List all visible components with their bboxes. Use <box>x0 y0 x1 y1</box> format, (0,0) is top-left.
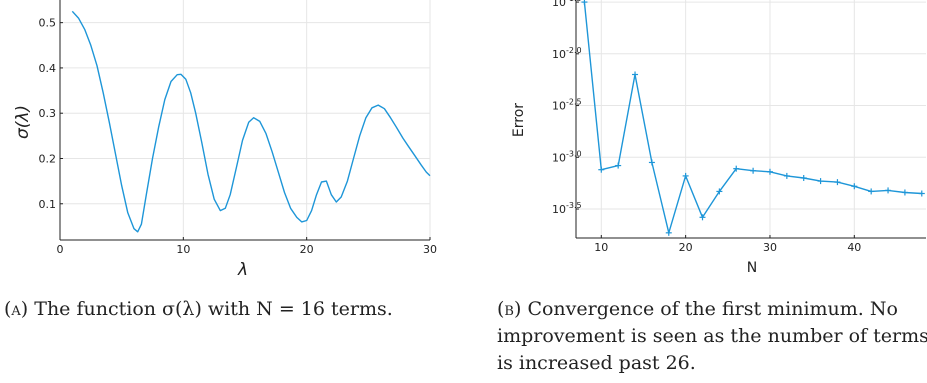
x-tick-label: 0 <box>57 243 64 256</box>
caption-b-text: Convergence of the first minimum. No imp… <box>497 298 927 374</box>
x-tick-label: 20 <box>300 243 314 256</box>
data-point-marker <box>834 179 841 186</box>
data-point-marker <box>615 162 622 169</box>
data-point-marker <box>733 165 740 172</box>
data-point-marker <box>918 190 925 197</box>
data-point-marker <box>632 71 639 78</box>
axes <box>575 0 926 239</box>
data-point-marker <box>783 172 790 179</box>
y-tick-label: 10-2.0 <box>552 46 582 61</box>
x-axis-label: N <box>747 260 757 276</box>
axes <box>59 0 430 241</box>
data-point-marker <box>682 172 689 179</box>
y-tick-label: 10-3.0 <box>552 149 582 164</box>
data-point-marker <box>868 188 875 195</box>
y-axis-label: σ(λ) <box>13 105 33 139</box>
chart-a: 0 10 20 30 0.1 0.2 0.3 0.4 0.5 λ σ(λ) <box>0 0 440 383</box>
y-tick-label: 0.1 <box>39 198 57 211</box>
chart-a-svg: 0 10 20 30 0.1 0.2 0.3 0.4 0.5 λ σ(λ) <box>13 0 438 280</box>
caption-b: (b) Convergence of the first minimum. No… <box>497 296 927 377</box>
y-tick-label: 0.3 <box>39 107 57 120</box>
chart-b-svg: 10 20 30 40 10-1.5 10-2.0 10-2.5 10-3.0 10-3.5 N… <box>511 0 926 276</box>
data-point-marker <box>699 214 706 221</box>
data-point-marker <box>581 0 588 6</box>
y-tick-label: 0.4 <box>39 62 57 75</box>
y-tick-label: 0.2 <box>39 152 57 165</box>
series-line <box>71 10 431 233</box>
caption-a-label: (a) <box>4 298 29 320</box>
data-point-marker <box>851 183 858 190</box>
x-tick-label: 30 <box>763 241 777 254</box>
caption-a-text: The function σ(λ) with N = 16 terms. <box>34 298 393 320</box>
y-tick-label: 0.5 <box>39 17 57 30</box>
x-tick-label: 10 <box>176 243 190 256</box>
data-point-marker <box>800 174 807 181</box>
caption-a: (a) The function σ(λ) with N = 16 terms. <box>4 296 444 323</box>
data-point-marker <box>817 178 824 185</box>
x-tick-label: 10 <box>594 241 608 254</box>
grid <box>59 0 431 240</box>
ticks: 0 10 20 30 0.1 0.2 0.3 0.4 0.5 <box>39 17 438 256</box>
data-point-marker <box>716 188 723 195</box>
y-tick-label: 10-2.5 <box>552 98 582 113</box>
caption-b-label: (b) <box>497 298 522 320</box>
data-point-marker <box>901 189 908 196</box>
ticks: 10 20 30 40 10-1.5 10-2.0 10-2.5 10-3.0 10-3.5 <box>552 0 861 254</box>
series-line <box>583 2 922 234</box>
y-tick-label: 10-3.5 <box>552 201 582 216</box>
data-point-marker <box>885 187 892 194</box>
data-point-marker <box>598 166 605 173</box>
y-tick-label: 10-1.5 <box>552 0 582 9</box>
data-point-marker <box>750 167 757 174</box>
data-point-marker <box>648 159 655 166</box>
series <box>71 10 431 233</box>
chart-b: 10 20 30 40 10-1.5 10-2.0 10-2.5 10-3.0 10-3.5 N… <box>500 0 927 383</box>
series <box>581 0 925 236</box>
data-point-marker <box>665 229 672 236</box>
grid <box>576 0 926 238</box>
x-tick-label: 30 <box>423 243 437 256</box>
y-axis-label: Error <box>511 103 527 137</box>
x-tick-label: 20 <box>679 241 693 254</box>
x-axis-label: λ <box>237 260 248 280</box>
x-tick-label: 40 <box>847 241 861 254</box>
data-point-marker <box>766 168 773 175</box>
